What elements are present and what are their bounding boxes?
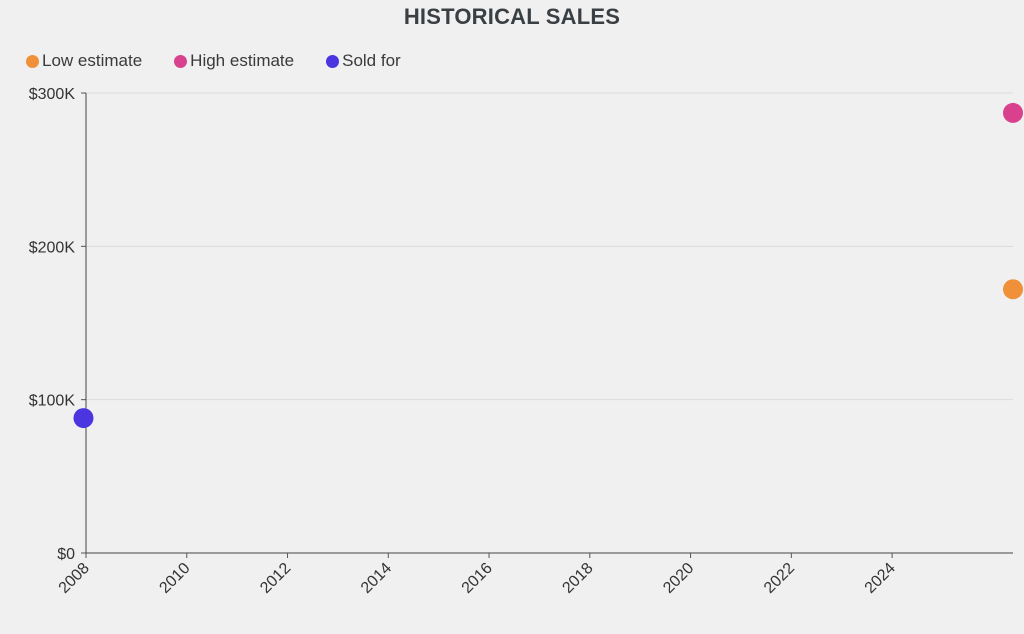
legend-label-high-estimate: High estimate (190, 51, 295, 70)
legend-swatch-high-estimate (174, 54, 188, 68)
chart-title: HISTORICAL SALES (403, 4, 621, 29)
y-tick-label: $100K (29, 393, 76, 410)
y-tick-label: $300K (29, 86, 76, 103)
legend-swatch-sold-for (326, 54, 340, 68)
x-tick-label: 2018 (559, 560, 596, 597)
legend-label-sold-for: Sold for (342, 51, 401, 70)
grid-lines (86, 92, 1013, 401)
legend: Low estimate High estimate Sold for (26, 51, 433, 71)
x-tick-label: 2022 (761, 560, 798, 597)
y-tick-label: $0 (57, 546, 75, 563)
x-tick-label: 2014 (358, 560, 395, 597)
legend-swatch-low-estimate (26, 54, 39, 68)
data-point-low-estimate (1003, 279, 1023, 300)
legend-item-high-estimate[interactable]: High estimate (174, 51, 294, 71)
data-points (73, 102, 1023, 429)
axes (81, 92, 1013, 558)
x-tick-label: 2012 (257, 560, 294, 597)
x-tick-label: 2020 (660, 560, 697, 597)
x-tick-label: 2010 (156, 560, 193, 597)
x-tick-label: 2024 (862, 560, 899, 597)
x-tick-label: 2016 (459, 560, 496, 597)
y-tick-label: $200K (29, 239, 76, 256)
tick-labels: $0 $100K $200K $300K 2008 2010 2012 2014 2016 201… (29, 86, 899, 597)
data-point-high-estimate (1003, 102, 1023, 123)
legend-item-low-estimate[interactable]: Low estimate (26, 51, 142, 71)
legend-item-sold-for[interactable]: Sold for (326, 51, 401, 71)
legend-label-low-estimate: Low estimate (42, 51, 143, 70)
x-tick-label: 2008 (56, 560, 93, 597)
data-point-sold-for (73, 408, 94, 429)
